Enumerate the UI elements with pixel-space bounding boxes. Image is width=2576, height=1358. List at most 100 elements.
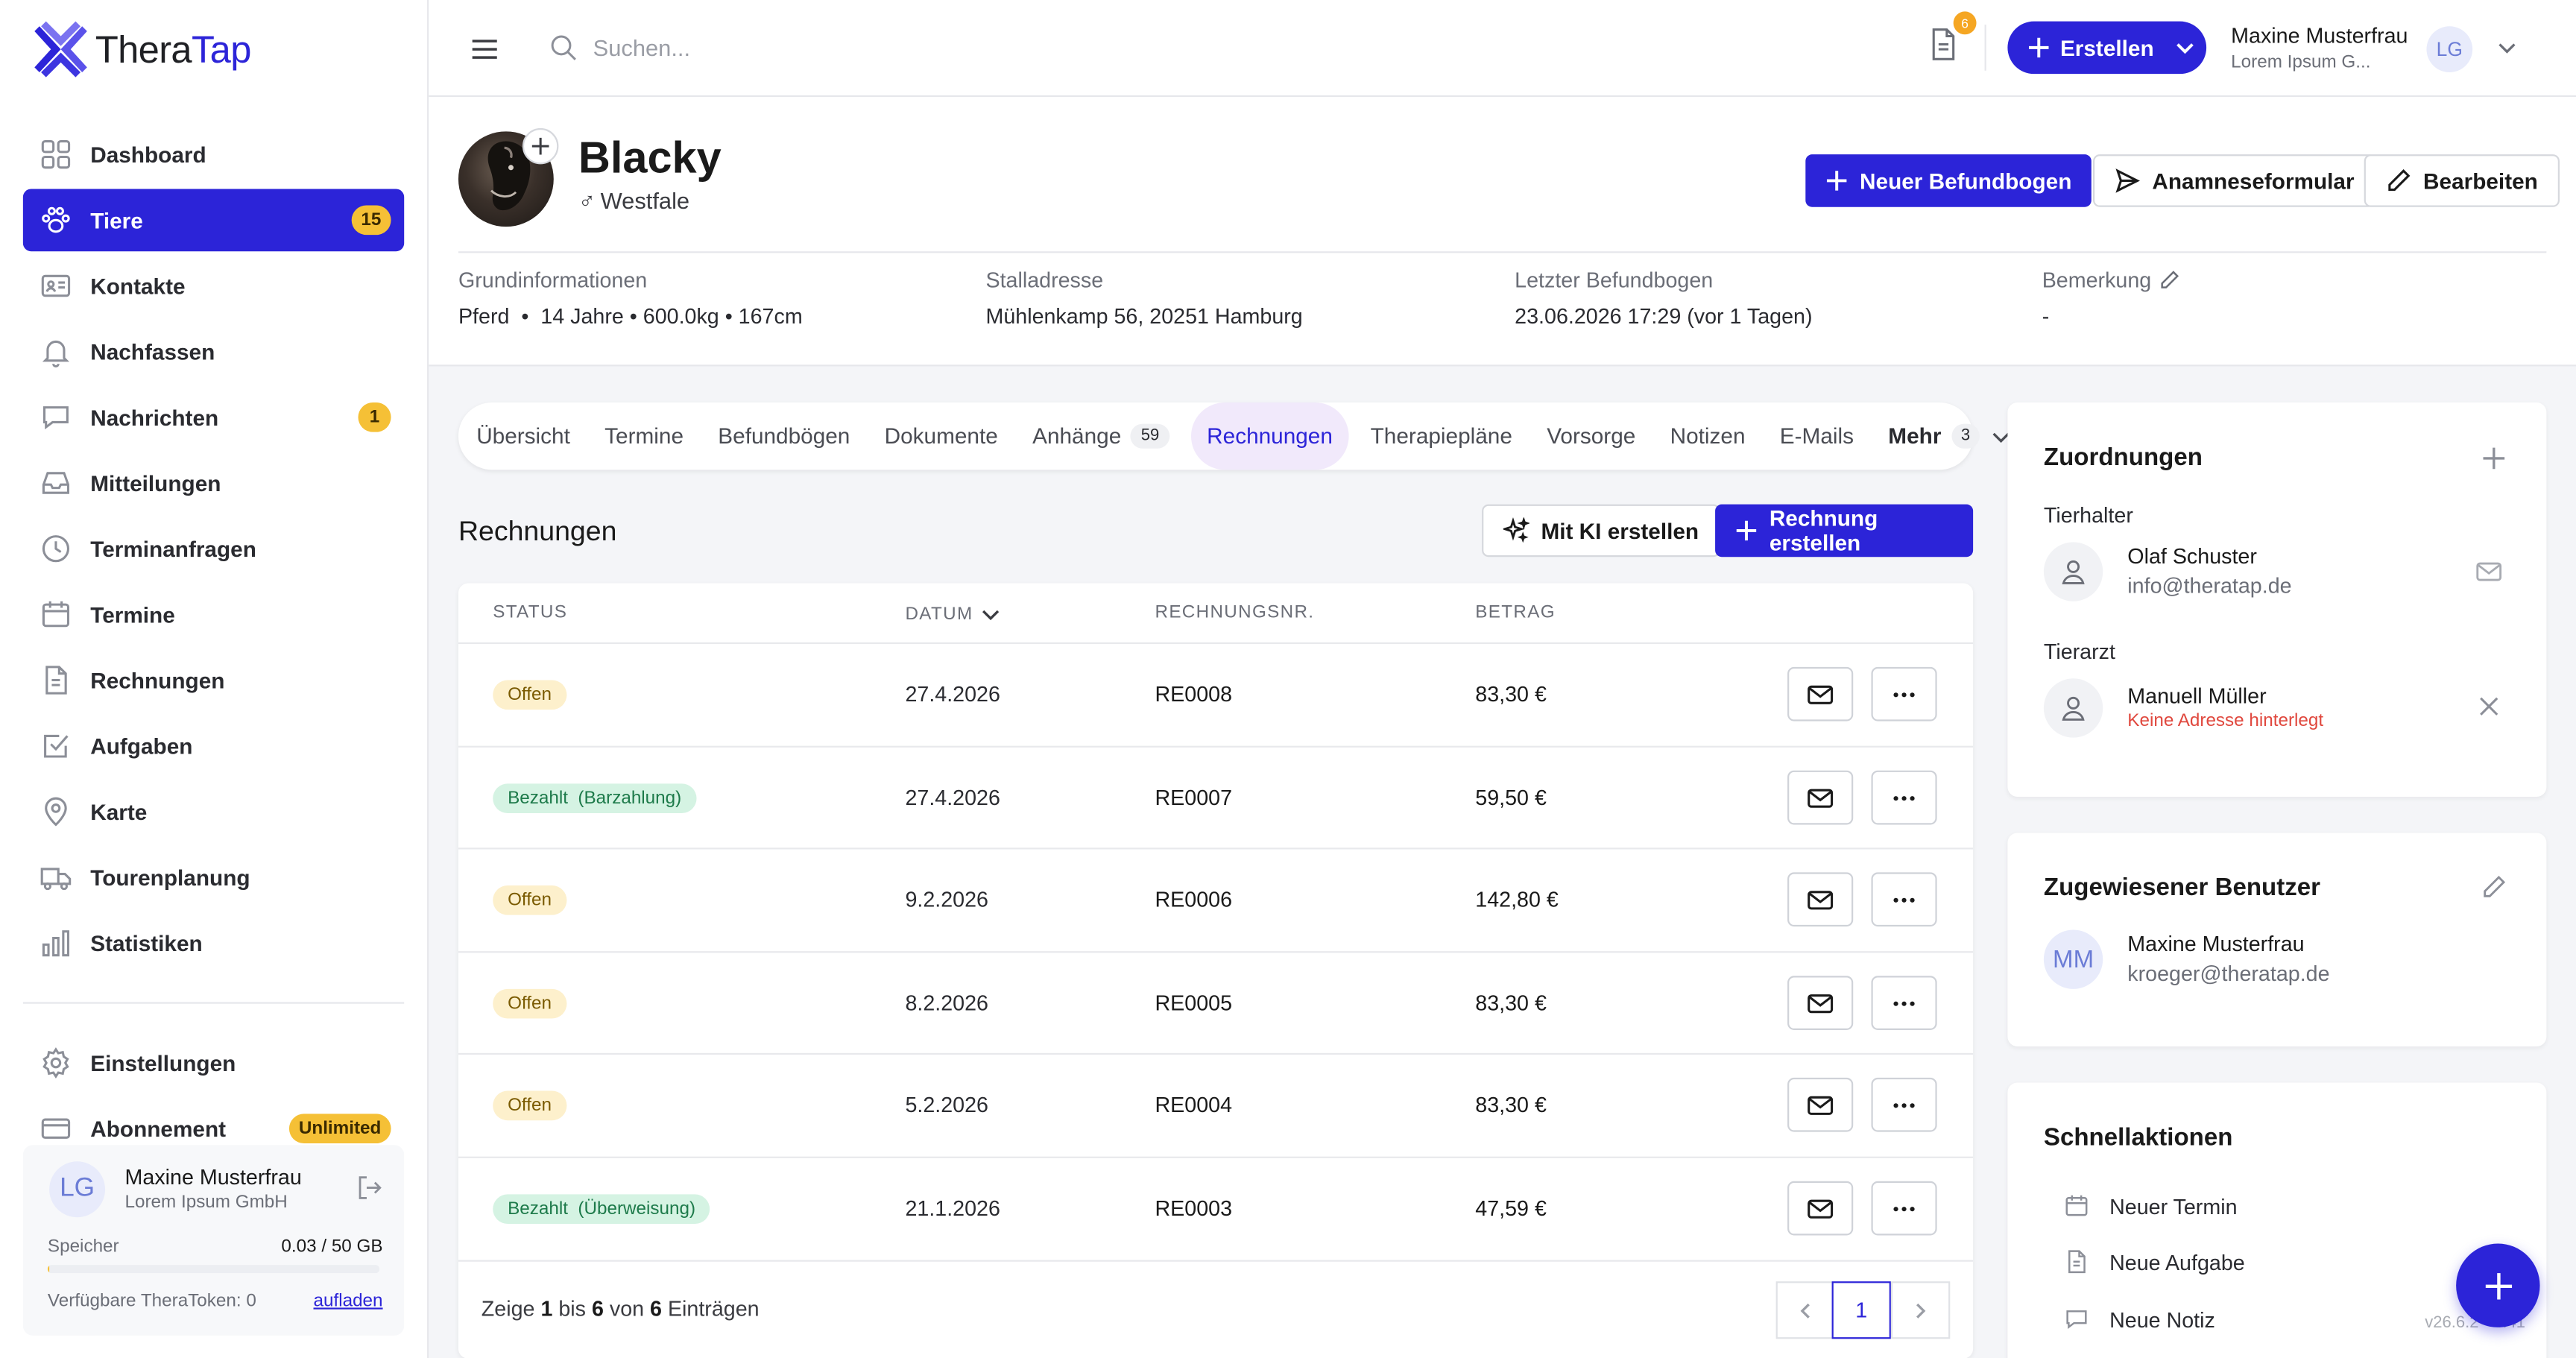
close-icon[interactable] bbox=[2478, 695, 2501, 718]
avatar[interactable]: LG bbox=[49, 1161, 106, 1218]
next-page-button[interactable] bbox=[1890, 1281, 1951, 1339]
send-email-button[interactable] bbox=[1787, 872, 1854, 927]
tab-termine[interactable]: Termine bbox=[592, 402, 697, 470]
sidebar-item-einstellungen[interactable]: Einstellungen bbox=[23, 1032, 404, 1094]
panel-title: Zugewiesener Benutzer bbox=[2043, 874, 2321, 903]
sidebar-item-tiere[interactable]: Tiere 15 bbox=[22, 189, 405, 252]
tab-uebersicht[interactable]: Übersicht bbox=[464, 402, 584, 470]
plus-icon bbox=[2027, 36, 2051, 59]
table-row[interactable]: Offen 27.4.2026 RE0008 83,30 € bbox=[458, 642, 1974, 746]
vet-name[interactable]: Manuell Müller bbox=[2127, 683, 2267, 708]
ai-create-button[interactable]: Mit KI erstellen bbox=[1482, 504, 1720, 558]
sidebar-item-kontakte[interactable]: Kontakte bbox=[23, 255, 404, 318]
logout-icon[interactable] bbox=[355, 1173, 385, 1203]
tab-label: Therapiepläne bbox=[1370, 423, 1512, 449]
column-header-date[interactable]: DATUM bbox=[905, 603, 1003, 626]
mail-icon bbox=[1808, 1095, 1834, 1114]
sidebar-item-nachrichten[interactable]: Nachrichten 1 bbox=[23, 386, 404, 449]
create-button[interactable]: Erstellen bbox=[2007, 21, 2207, 75]
send-email-button[interactable] bbox=[1787, 1181, 1854, 1236]
owner-label: Tierhalter bbox=[2043, 502, 2133, 528]
logo[interactable]: TheraTap bbox=[33, 19, 251, 78]
chevron-down-icon[interactable] bbox=[2496, 36, 2519, 59]
table-row[interactable]: Offen 5.2.2026 RE0004 83,30 € bbox=[458, 1052, 1974, 1157]
sidebar-item-abonnement[interactable]: Abonnement Unlimited bbox=[23, 1097, 404, 1160]
prev-page-button[interactable] bbox=[1775, 1281, 1835, 1339]
bell-icon bbox=[40, 335, 72, 368]
pencil-icon[interactable] bbox=[2159, 269, 2181, 291]
sidebar-item-nachfassen[interactable]: Nachfassen bbox=[23, 320, 404, 383]
sidebar-item-dashboard[interactable]: Dashboard bbox=[23, 123, 404, 186]
new-report-button[interactable]: Neuer Befundbogen bbox=[1805, 154, 2092, 207]
table-row[interactable]: Bezahlt (Barzahlung) 27.4.2026 RE0007 59… bbox=[458, 745, 1974, 850]
sidebar-item-termine[interactable]: Termine bbox=[23, 583, 404, 645]
plus-icon bbox=[1735, 519, 1758, 542]
topbar-user-name[interactable]: Maxine Musterfrau bbox=[2231, 22, 2408, 48]
mail-icon bbox=[1808, 1198, 1834, 1218]
table-row[interactable]: Offen 9.2.2026 RE0006 142,80 € bbox=[458, 847, 1974, 951]
more-actions-button[interactable] bbox=[1871, 872, 1937, 927]
pencil-icon[interactable] bbox=[2481, 874, 2507, 900]
tab-anhaenge[interactable]: Anhänge 59 bbox=[1019, 402, 1182, 470]
sidebar-item-label: Tourenplanung bbox=[90, 865, 250, 890]
send-email-button[interactable] bbox=[1787, 976, 1854, 1030]
more-actions-button[interactable] bbox=[1871, 976, 1937, 1030]
token-count: Verfügbare TheraToken: 0 bbox=[47, 1291, 256, 1311]
status-badge: Offen bbox=[493, 1090, 566, 1121]
chevron-left-icon bbox=[1800, 1302, 1810, 1318]
table-row[interactable]: Bezahlt (Überweisung) 21.1.2026 RE0003 4… bbox=[458, 1156, 1974, 1260]
tab-vorsorge[interactable]: Vorsorge bbox=[1534, 402, 1649, 470]
tab-rechnungen[interactable]: Rechnungen bbox=[1190, 402, 1349, 470]
create-invoice-button[interactable]: Rechnung erstellen bbox=[1715, 504, 1974, 558]
last-report-label: Letzter Befundbogen bbox=[1515, 268, 1714, 293]
remark-value: - bbox=[2042, 303, 2050, 329]
quick-action-new-task[interactable]: Neue Aufgabe bbox=[2063, 1248, 2245, 1275]
sidebar-item-rechnungen[interactable]: Rechnungen bbox=[23, 649, 404, 712]
owner-name[interactable]: Olaf Schuster bbox=[2127, 543, 2257, 569]
avatar[interactable]: LG bbox=[2426, 26, 2473, 72]
quick-action-new-note[interactable]: Neue Notiz bbox=[2063, 1306, 2215, 1332]
sidebar-item-statistiken[interactable]: Statistiken bbox=[23, 912, 404, 974]
breed-label: Westfale bbox=[600, 187, 690, 214]
panel-title: Zuordnungen bbox=[2043, 443, 2203, 472]
storage-label: Speicher bbox=[47, 1237, 119, 1257]
invoice-amount: 83,30 € bbox=[1475, 991, 1547, 1016]
edit-button[interactable]: Bearbeiten bbox=[2364, 154, 2560, 207]
anamnesis-form-button[interactable]: Anamneseformular bbox=[2093, 154, 2376, 207]
calendar-icon bbox=[40, 598, 72, 631]
more-actions-button[interactable] bbox=[1871, 666, 1937, 721]
top-up-link[interactable]: aufladen bbox=[313, 1291, 383, 1311]
sidebar-item-karte[interactable]: Karte bbox=[23, 780, 404, 843]
menu-icon[interactable] bbox=[468, 33, 501, 66]
sidebar-item-terminanfragen[interactable]: Terminanfragen bbox=[23, 517, 404, 580]
tab-label: Notizen bbox=[1670, 423, 1746, 449]
tab-mehr[interactable]: Mehr 3 bbox=[1875, 402, 2026, 470]
owner-email[interactable]: info@theratap.de bbox=[2127, 573, 2292, 599]
add-icon[interactable] bbox=[2481, 445, 2507, 471]
sidebar-item-tourenplanung[interactable]: Tourenplanung bbox=[23, 846, 404, 909]
quick-action-new-appointment[interactable]: Neuer Termin bbox=[2063, 1193, 2238, 1219]
tab-befundboegen[interactable]: Befundbögen bbox=[705, 402, 863, 470]
floating-add-button[interactable] bbox=[2456, 1243, 2540, 1327]
sidebar-item-mitteilungen[interactable]: Mitteilungen bbox=[23, 452, 404, 514]
page-button-current[interactable]: 1 bbox=[1831, 1281, 1891, 1339]
quick-action-label: Neuer Termin bbox=[2109, 1193, 2238, 1219]
send-email-button[interactable] bbox=[1787, 666, 1854, 721]
basic-info-value: Pferd • 14 Jahre • 600.0kg • 167cm bbox=[458, 303, 803, 329]
tab-therapieplaene[interactable]: Therapiepläne bbox=[1357, 402, 1526, 470]
document-icon[interactable] bbox=[1927, 26, 1960, 62]
send-email-button[interactable] bbox=[1787, 1077, 1854, 1132]
tab-emails[interactable]: E-Mails bbox=[1767, 402, 1866, 470]
send-email-button[interactable] bbox=[1787, 770, 1854, 825]
table-row[interactable]: Offen 8.2.2026 RE0005 83,30 € bbox=[458, 951, 1974, 1055]
tab-dokumente[interactable]: Dokumente bbox=[871, 402, 1011, 470]
add-photo-button[interactable] bbox=[522, 127, 559, 165]
more-actions-button[interactable] bbox=[1871, 1181, 1937, 1236]
tab-notizen[interactable]: Notizen bbox=[1657, 402, 1758, 470]
search-input[interactable] bbox=[593, 26, 1086, 69]
more-actions-button[interactable] bbox=[1871, 770, 1937, 825]
mail-icon[interactable] bbox=[2474, 557, 2504, 587]
sidebar-item-aufgaben[interactable]: Aufgaben bbox=[23, 715, 404, 777]
more-actions-button[interactable] bbox=[1871, 1077, 1937, 1132]
storage-bar bbox=[47, 1265, 380, 1274]
